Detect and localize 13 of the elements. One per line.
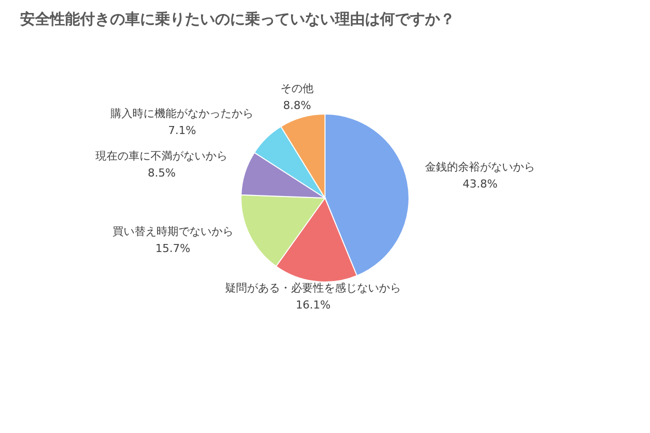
data-label: 43.8% xyxy=(462,177,498,190)
slice-label: 購入時に機能がなかったから xyxy=(110,107,254,120)
data-label: 15.7% xyxy=(155,242,190,255)
slice-label: 現在の車に不満がないから xyxy=(96,149,228,162)
data-label: 8.8% xyxy=(283,98,312,112)
slice-label: その他 xyxy=(280,82,314,95)
data-label: 8.5% xyxy=(148,166,176,180)
slice-label: 金銭的余裕がないから xyxy=(425,160,536,174)
data-label: 7.1% xyxy=(168,124,196,138)
data-label: 16.1% xyxy=(296,298,331,312)
slice-label: 買い替え時期でないから xyxy=(112,224,234,238)
slice-label: 疑問がある・必要性を感じないから xyxy=(225,281,402,294)
chart-title: 安全性能付きの車に乗りたいのに乗っていない理由は何ですか？ xyxy=(20,10,455,28)
